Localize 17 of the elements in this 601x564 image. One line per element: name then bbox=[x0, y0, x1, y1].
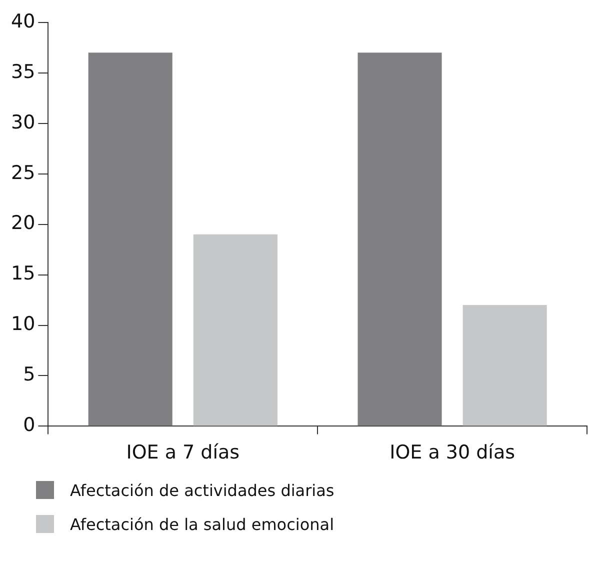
legend-label: Afectación de la salud emocional bbox=[70, 514, 334, 534]
x-tick-label: IOE a 30 días bbox=[390, 442, 515, 464]
y-tick-label: 30 bbox=[10, 111, 36, 134]
y-tick-label: 5 bbox=[23, 364, 36, 386]
y-tick-label: 0 bbox=[23, 414, 36, 436]
y-tick-label: 20 bbox=[10, 212, 36, 234]
y-tick-label: 40 bbox=[10, 10, 36, 32]
y-tick-label: 35 bbox=[10, 60, 36, 83]
y-tick-label: 10 bbox=[10, 313, 36, 336]
bar bbox=[88, 52, 172, 426]
x-tick-label: IOE a 7 días bbox=[126, 442, 240, 464]
legend-label: Afectación de actividades diarias bbox=[70, 480, 334, 500]
y-tick-label: 25 bbox=[10, 162, 36, 184]
bar bbox=[193, 234, 278, 426]
y-tick-label: 15 bbox=[10, 262, 36, 285]
bar bbox=[462, 305, 547, 426]
bar bbox=[358, 52, 442, 426]
